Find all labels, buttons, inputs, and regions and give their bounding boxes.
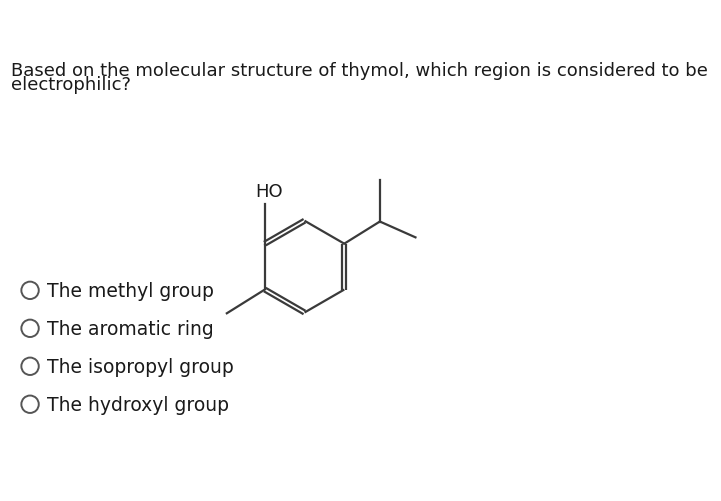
- Text: The isopropyl group: The isopropyl group: [47, 357, 234, 376]
- Text: HO: HO: [255, 183, 283, 201]
- Text: The methyl group: The methyl group: [47, 281, 213, 300]
- Text: Based on the molecular structure of thymol, which region is considered to be: Based on the molecular structure of thym…: [11, 62, 708, 80]
- Text: electrophilic?: electrophilic?: [11, 76, 131, 94]
- Text: The hydroxyl group: The hydroxyl group: [47, 395, 229, 414]
- Text: The aromatic ring: The aromatic ring: [47, 319, 213, 338]
